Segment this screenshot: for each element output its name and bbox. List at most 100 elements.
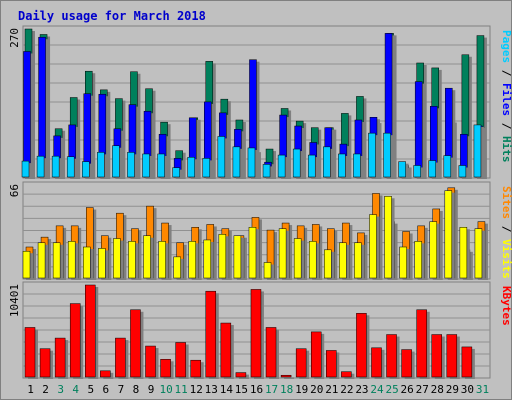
day-label: 11 bbox=[175, 383, 188, 396]
pages-bar bbox=[172, 167, 180, 178]
legend-kbytes-label: KBytes bbox=[500, 286, 512, 326]
kbytes-bar bbox=[115, 337, 126, 378]
day-label: 5 bbox=[87, 383, 94, 396]
series-legend: Pages / Files / Hits bbox=[500, 30, 512, 163]
sites-bar bbox=[293, 238, 302, 279]
sites-bar bbox=[128, 241, 136, 279]
day-label: 13 bbox=[205, 383, 218, 396]
kbytes-bar bbox=[54, 337, 66, 378]
day-label: 8 bbox=[133, 383, 140, 396]
sites-bar bbox=[324, 249, 332, 279]
kbytes-bar bbox=[175, 342, 186, 378]
pages-bar bbox=[413, 165, 421, 178]
pages-bar bbox=[82, 161, 90, 178]
sites-bar bbox=[263, 262, 272, 279]
legend--label: / bbox=[500, 63, 512, 83]
day-label: 3 bbox=[57, 383, 64, 396]
day-label: 4 bbox=[72, 383, 79, 396]
kbytes-bar bbox=[356, 313, 367, 378]
files-bar bbox=[414, 81, 423, 178]
kbytes-bar bbox=[235, 372, 247, 378]
kbytes-bar bbox=[190, 359, 201, 378]
kbytes-bar bbox=[39, 348, 51, 378]
day-label: 15 bbox=[235, 383, 248, 396]
pages-bar bbox=[142, 153, 150, 178]
pages-bar bbox=[127, 152, 135, 178]
legend--label: / bbox=[500, 219, 512, 239]
y-axis-max-label: 270 bbox=[8, 28, 21, 48]
sites-bar bbox=[37, 242, 46, 279]
day-label: 14 bbox=[220, 383, 234, 396]
kbytes-bar bbox=[100, 370, 111, 378]
kbytes-bar-shadow bbox=[284, 377, 295, 379]
day-label: 30 bbox=[461, 383, 474, 396]
sites-bar bbox=[278, 228, 287, 279]
pages-bar bbox=[262, 164, 271, 178]
day-label: 26 bbox=[401, 383, 414, 396]
pages-bar bbox=[232, 146, 241, 178]
sites-bar bbox=[399, 246, 407, 279]
day-label: 28 bbox=[431, 383, 444, 396]
kbytes-bar bbox=[160, 359, 171, 378]
sites-bar bbox=[203, 239, 212, 279]
kbytes-bar bbox=[310, 331, 322, 378]
day-label: 20 bbox=[310, 383, 323, 396]
legend-files-label: Files bbox=[500, 83, 512, 116]
kbytes-bar bbox=[446, 334, 458, 378]
sites-bar bbox=[414, 241, 422, 279]
series-legend: KBytes bbox=[500, 286, 512, 326]
sites-bar bbox=[248, 227, 257, 279]
pages-bar bbox=[157, 153, 165, 178]
day-label: 27 bbox=[416, 383, 429, 396]
pages-bar bbox=[21, 160, 30, 178]
sites-bar bbox=[158, 241, 166, 279]
files-bar bbox=[23, 51, 31, 178]
kbytes-bar bbox=[130, 309, 141, 378]
kbytes-bar bbox=[295, 348, 307, 378]
day-label: 16 bbox=[250, 383, 263, 396]
sites-bar bbox=[308, 241, 317, 279]
pages-bar bbox=[277, 154, 286, 178]
pages-bar bbox=[473, 124, 482, 178]
day-label: 19 bbox=[295, 383, 308, 396]
pages-bar bbox=[66, 156, 75, 178]
pages-bar bbox=[247, 147, 256, 178]
day-label: 23 bbox=[355, 383, 368, 396]
pages-bar bbox=[443, 155, 452, 178]
legend-pages-label: Pages bbox=[500, 30, 512, 63]
kbytes-bar bbox=[145, 345, 156, 378]
sites-bar bbox=[188, 241, 196, 279]
kbytes-bar bbox=[24, 327, 36, 378]
pages-bar bbox=[307, 154, 316, 178]
day-label: 31 bbox=[476, 383, 489, 396]
legend-visits-label: Visits bbox=[500, 239, 512, 279]
day-label: 29 bbox=[446, 383, 459, 396]
pages-bar bbox=[292, 148, 301, 178]
day-label: 10 bbox=[159, 383, 172, 396]
day-label: 24 bbox=[370, 383, 384, 396]
sites-bar bbox=[339, 242, 347, 279]
kbytes-bar bbox=[265, 327, 277, 378]
sites-bar bbox=[459, 227, 468, 279]
sites-bar bbox=[233, 235, 242, 279]
day-label: 12 bbox=[190, 383, 203, 396]
pages-bar bbox=[398, 161, 406, 178]
y-axis-max-label: 66 bbox=[8, 184, 21, 197]
kbytes-bar bbox=[280, 374, 292, 378]
kbytes-bar bbox=[85, 284, 96, 378]
sites-bar bbox=[173, 256, 181, 279]
pages-bar bbox=[353, 153, 361, 178]
sites-bar bbox=[67, 241, 76, 279]
series-legend: Sites / Visits bbox=[500, 186, 512, 279]
sites-bar bbox=[429, 221, 437, 279]
pages-bar bbox=[112, 145, 120, 178]
day-label: 25 bbox=[385, 383, 398, 396]
kbytes-bar bbox=[220, 322, 232, 378]
kbytes-bar bbox=[386, 334, 397, 378]
kbytes-bar bbox=[341, 371, 352, 378]
sites-bar bbox=[444, 190, 453, 279]
sites-bar bbox=[143, 235, 151, 279]
pages-bar bbox=[217, 136, 226, 178]
day-label: 22 bbox=[340, 383, 353, 396]
sites-bar bbox=[354, 242, 362, 279]
